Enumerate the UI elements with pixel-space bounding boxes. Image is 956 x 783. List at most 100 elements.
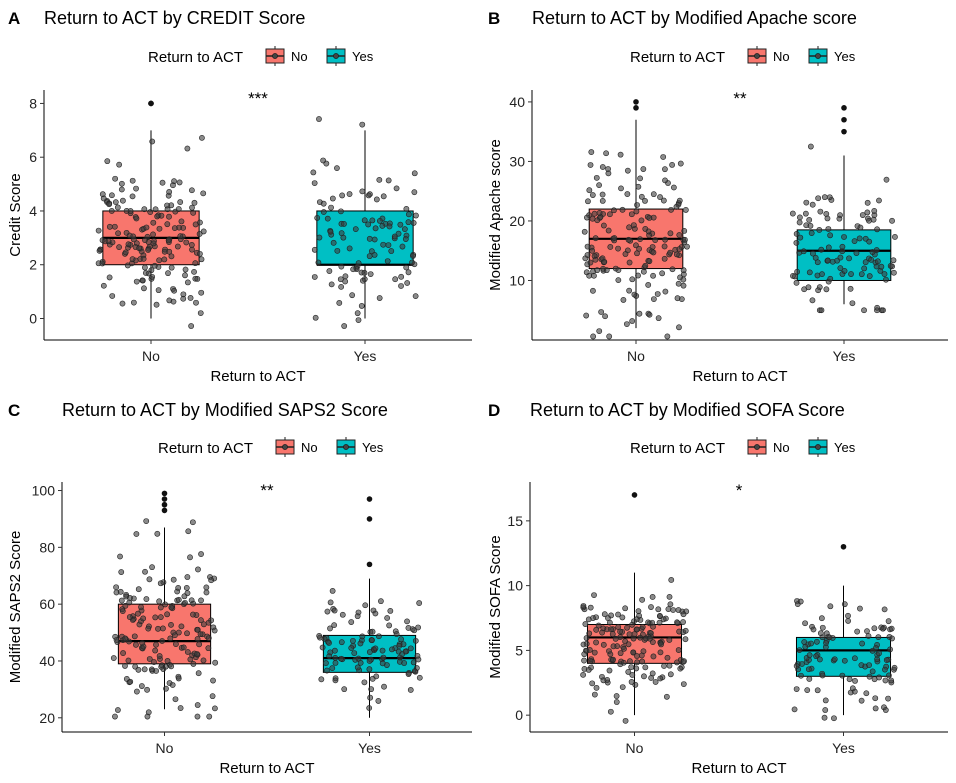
data-point	[332, 677, 339, 684]
data-point	[376, 176, 383, 183]
data-point	[661, 663, 667, 669]
data-point	[324, 215, 331, 222]
data-point	[846, 676, 853, 683]
data-point	[682, 627, 689, 634]
data-point	[839, 672, 846, 679]
data-point	[153, 301, 160, 308]
data-point	[638, 652, 645, 659]
data-point	[203, 589, 210, 596]
data-point	[212, 659, 219, 666]
data-point	[205, 619, 212, 626]
data-point	[841, 234, 847, 240]
data-point	[126, 614, 133, 620]
data-point	[646, 311, 653, 318]
data-point	[664, 654, 671, 661]
data-point	[823, 640, 829, 646]
data-point	[397, 221, 404, 228]
data-point	[817, 208, 824, 215]
data-point	[149, 273, 156, 280]
data-point	[602, 313, 608, 320]
data-point	[366, 235, 373, 242]
data-point	[678, 296, 685, 303]
data-point	[149, 138, 156, 145]
data-point	[793, 686, 800, 693]
data-point	[612, 635, 619, 642]
data-point	[376, 295, 383, 301]
data-point	[158, 663, 165, 670]
data-point	[582, 255, 589, 262]
data-point	[797, 234, 804, 241]
data-point	[582, 621, 589, 627]
data-point	[360, 277, 366, 284]
data-point	[187, 295, 194, 301]
data-point	[882, 666, 888, 673]
data-point	[636, 612, 642, 619]
data-point	[311, 180, 318, 187]
data-point	[142, 270, 149, 276]
data-point	[152, 614, 159, 621]
data-point	[365, 192, 372, 199]
data-point	[175, 584, 182, 591]
data-point	[144, 686, 150, 693]
legend-label-yes: Yes	[352, 49, 374, 64]
data-point	[808, 640, 814, 647]
data-point	[170, 298, 177, 305]
data-point	[881, 606, 888, 613]
data-point	[885, 618, 892, 625]
data-point	[620, 297, 627, 303]
data-point	[389, 646, 395, 653]
data-point	[652, 237, 659, 243]
data-point	[819, 672, 826, 679]
data-point	[872, 705, 879, 712]
data-point	[150, 231, 156, 238]
data-point	[182, 599, 188, 606]
data-point	[615, 267, 622, 274]
data-point	[373, 673, 380, 680]
data-point	[682, 236, 688, 243]
data-point	[859, 212, 866, 218]
data-point	[369, 217, 376, 224]
data-point	[596, 209, 603, 216]
outlier-point	[161, 490, 168, 497]
data-point	[171, 225, 178, 232]
data-point	[809, 201, 816, 208]
data-point	[635, 272, 641, 279]
data-point	[158, 212, 165, 219]
data-point	[126, 232, 133, 239]
data-point	[328, 281, 335, 288]
data-point	[379, 647, 386, 654]
data-point	[366, 705, 373, 711]
data-point	[122, 602, 129, 609]
data-point	[316, 116, 322, 122]
data-point	[338, 655, 344, 662]
data-point	[652, 679, 659, 685]
data-point	[866, 238, 873, 245]
data-point	[875, 634, 882, 641]
data-point	[627, 658, 633, 665]
data-point	[129, 193, 136, 200]
y-tick-label: 40	[509, 94, 525, 110]
data-point	[116, 244, 122, 251]
data-point	[680, 267, 687, 274]
data-point	[628, 664, 635, 670]
data-point	[611, 235, 618, 241]
data-point	[359, 633, 366, 640]
data-point	[591, 649, 598, 656]
data-point	[673, 251, 680, 258]
data-point	[824, 215, 831, 222]
x-axis-label: Return to ACT	[692, 368, 787, 385]
data-point	[146, 656, 153, 662]
data-point	[806, 652, 813, 659]
data-point	[617, 151, 624, 158]
data-point	[802, 620, 808, 627]
panel-a: A Return to ACT by CREDIT Score Return to …	[7, 8, 472, 385]
data-point	[386, 622, 393, 629]
data-point	[177, 233, 184, 240]
data-point	[310, 169, 317, 176]
data-point	[165, 270, 171, 277]
data-point	[634, 202, 640, 208]
data-point	[157, 580, 164, 587]
data-point	[171, 287, 178, 294]
outlier-point	[841, 128, 847, 135]
data-point	[827, 275, 834, 282]
